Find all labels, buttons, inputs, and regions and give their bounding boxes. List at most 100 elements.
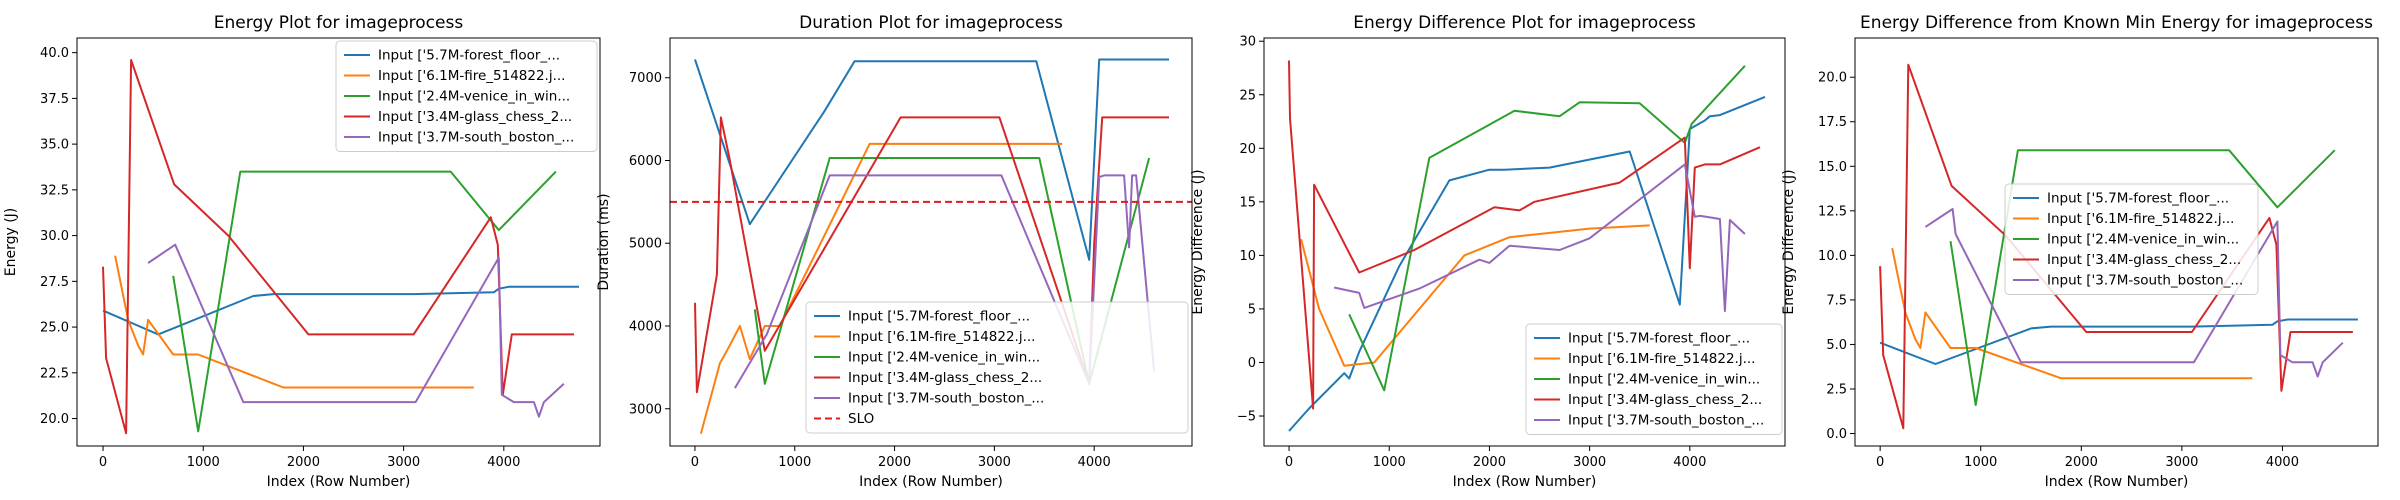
y-tick-label: 25: [1239, 88, 1256, 103]
legend-entry-label: Input ['3.4M-glass_chess_2...: [848, 370, 1042, 386]
y-tick-label: 3000: [629, 402, 662, 417]
x-tick-label: 1000: [778, 455, 811, 470]
x-tick-label: 0: [1876, 455, 1884, 470]
series-line: [172, 170, 557, 433]
x-tick-label: 2000: [878, 455, 911, 470]
y-tick-label: 5000: [629, 237, 662, 252]
legend-entry-label: Input ['6.1M-fire_514822.j...: [2047, 211, 2234, 227]
x-tick-label: 3000: [1573, 455, 1606, 470]
y-tick-label: 17.5: [1818, 115, 1847, 130]
series-line: [1288, 60, 1761, 410]
y-tick-label: 32.5: [40, 183, 69, 198]
legend-box: [805, 301, 1189, 434]
x-tick-label: 1000: [1373, 455, 1406, 470]
x-tick-label: 2000: [2065, 455, 2098, 470]
legend-entry-label: SLO: [848, 411, 874, 427]
y-tick-label: 40.0: [40, 46, 69, 61]
series-line: [1288, 95, 1766, 432]
duration-plot-panel: Duration Plot for imageprocess Index (Row…: [596, 13, 1193, 490]
x-tick-label: 0: [691, 455, 699, 470]
x-tick-label: 1000: [187, 455, 220, 470]
x-axis-label: Index (Row Number): [267, 474, 411, 490]
x-tick-label: 1000: [1964, 455, 1997, 470]
legend-entry-label: Input ['5.7M-forest_floor_...: [1568, 331, 1750, 347]
x-tick-label: 3000: [978, 455, 1011, 470]
legend-entry-label: Input ['6.1M-fire_514822.j...: [378, 68, 565, 84]
legend-entry-label: Input ['3.7M-south_boston_...: [378, 130, 574, 146]
y-tick-label: 12.5: [1818, 204, 1847, 219]
y-tick-label: 20.0: [40, 412, 69, 427]
series-line: [694, 58, 1169, 261]
x-tick-label: 0: [1285, 455, 1293, 470]
x-tick-label: 4000: [1673, 455, 1706, 470]
x-tick-label: 4000: [487, 455, 520, 470]
y-tick-label: 5: [1248, 302, 1256, 317]
legend-entry-label: Input ['3.7M-south_boston_...: [848, 391, 1044, 407]
series-line: [1333, 163, 1746, 313]
legend: Input ['5.7M-forest_floor_... Input ['6.1…: [2004, 183, 2259, 295]
x-tick-label: 0: [99, 455, 107, 470]
series-line: [147, 243, 565, 418]
x-tick-label: 4000: [1078, 455, 1111, 470]
legend-box: [1525, 323, 1783, 435]
y-tick-label: 22.5: [40, 366, 69, 381]
x-tick-label: 3000: [2165, 455, 2198, 470]
legend-box: [2004, 183, 2259, 295]
legend-entry-label: Input ['6.1M-fire_514822.j...: [848, 329, 1035, 345]
chart-title: Energy Difference from Known Min Energy …: [1860, 13, 2373, 33]
x-tick-label: 4000: [2266, 455, 2299, 470]
legend-entry-label: Input ['3.7M-south_boston_...: [1568, 413, 1764, 429]
y-axis-label: Energy Difference (J): [1781, 169, 1797, 314]
legend-entry-label: Input ['3.7M-south_boston_...: [2047, 273, 2243, 289]
y-tick-label: 15: [1239, 195, 1256, 210]
y-tick-label: 7000: [629, 71, 662, 86]
series-line: [1879, 63, 2353, 430]
series-line: [1891, 248, 2253, 380]
legend-entry-label: Input ['5.7M-forest_floor_...: [2047, 191, 2229, 207]
energy-difference-plot-panel: Energy Difference Plot for imageprocess I…: [1190, 13, 1786, 490]
legend: Input ['5.7M-forest_floor_... Input ['6.1…: [805, 301, 1189, 434]
legend: Input ['5.7M-forest_floor_... Input ['6.1…: [1525, 323, 1783, 435]
x-tick-label: 2000: [287, 455, 320, 470]
plot-frame: [1263, 37, 1786, 447]
series-line: [1949, 149, 2336, 406]
y-axis-label: Energy Difference (J): [1190, 169, 1206, 314]
chart-title: Energy Difference Plot for imageprocess: [1353, 13, 1696, 33]
y-tick-label: 37.5: [40, 92, 69, 107]
x-tick-label: 2000: [1473, 455, 1506, 470]
y-axis-label: Energy (J): [3, 208, 19, 277]
chart-title: Energy Plot for imageprocess: [214, 13, 464, 33]
chart-title: Duration Plot for imageprocess: [799, 13, 1063, 33]
series-line: [1300, 224, 1650, 367]
legend-entry-label: Input ['3.4M-glass_chess_2...: [378, 109, 572, 125]
plot-frame: [669, 37, 1193, 447]
y-tick-label: 6000: [629, 154, 662, 169]
series-line: [1924, 208, 2344, 378]
y-tick-label: 2.5: [1826, 382, 1847, 397]
x-axis-label: Index (Row Number): [2045, 474, 2189, 490]
legend-entry-label: Input ['6.1M-fire_514822.j...: [1568, 351, 1755, 367]
legend-entry-label: Input ['3.4M-glass_chess_2...: [2047, 252, 2241, 268]
legend-entry-label: Input ['2.4M-venice_in_win...: [848, 350, 1040, 366]
y-tick-label: 20.0: [1818, 71, 1847, 86]
series-line: [102, 285, 579, 336]
energy-plot-panel: Energy Plot for imageprocess Index (Row N…: [3, 13, 601, 490]
series-line: [1879, 318, 2358, 365]
series-line: [114, 255, 474, 389]
y-tick-label: 5.0: [1826, 338, 1847, 353]
legend-entry-label: Input ['3.4M-glass_chess_2...: [1568, 392, 1762, 408]
y-tick-label: 20: [1239, 142, 1256, 157]
y-tick-label: 25.0: [40, 321, 69, 336]
legend-entry-label: Input ['5.7M-forest_floor_...: [378, 48, 560, 64]
x-tick-label: 3000: [387, 455, 420, 470]
legend-box: [335, 40, 598, 152]
y-tick-label: 15.0: [1818, 160, 1847, 175]
y-tick-label: 0: [1248, 356, 1256, 371]
x-axis-label: Index (Row Number): [859, 474, 1003, 490]
y-tick-label: 0.0: [1826, 427, 1847, 442]
y-tick-label: 10: [1239, 249, 1256, 264]
series-line: [1348, 65, 1746, 392]
y-tick-label: 7.5: [1826, 293, 1847, 308]
y-tick-label: 27.5: [40, 275, 69, 290]
